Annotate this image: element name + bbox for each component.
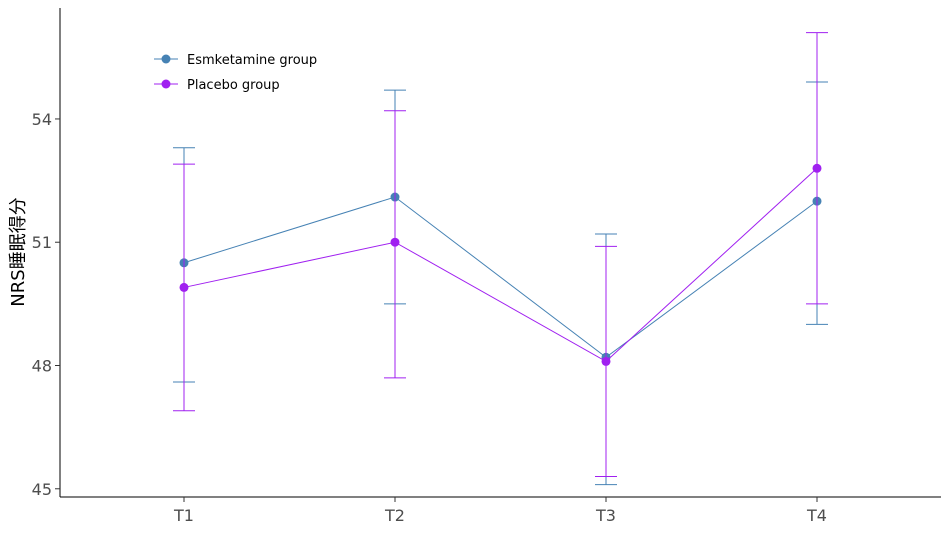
series-line	[183, 167, 818, 363]
x-tick-label: T3	[595, 506, 616, 525]
axes: NRS睡眠得分	[8, 8, 941, 498]
x-tick-label: T1	[173, 506, 194, 525]
data-point	[812, 163, 822, 173]
legend-item: Placebo group	[154, 78, 280, 93]
data-point	[601, 356, 611, 366]
series-esmketamine	[173, 81, 828, 486]
y-tick-label: 54	[32, 110, 52, 129]
y-tick-label: 51	[32, 233, 52, 252]
series-placebo	[173, 32, 828, 477]
y-tick-label: 48	[32, 357, 52, 376]
x-tick-label: T2	[384, 506, 405, 525]
legend-label: Placebo group	[187, 78, 280, 93]
series-group	[173, 32, 828, 486]
x-tick-label: T4	[806, 506, 827, 525]
series-line	[183, 196, 818, 358]
y-tick-label: 45	[32, 480, 52, 499]
data-point	[390, 237, 400, 247]
data-point	[179, 282, 189, 292]
legend-label: Esmketamine group	[187, 53, 317, 68]
legend-marker	[161, 54, 171, 64]
y-axis-title: NRS睡眠得分	[8, 197, 29, 306]
legend: Esmketamine group Placebo group	[154, 53, 317, 93]
legend-marker	[161, 79, 171, 89]
tick-marks: 45 48 51 54 T1 T2 T3 T4	[32, 110, 827, 525]
legend-item: Esmketamine group	[154, 53, 317, 68]
